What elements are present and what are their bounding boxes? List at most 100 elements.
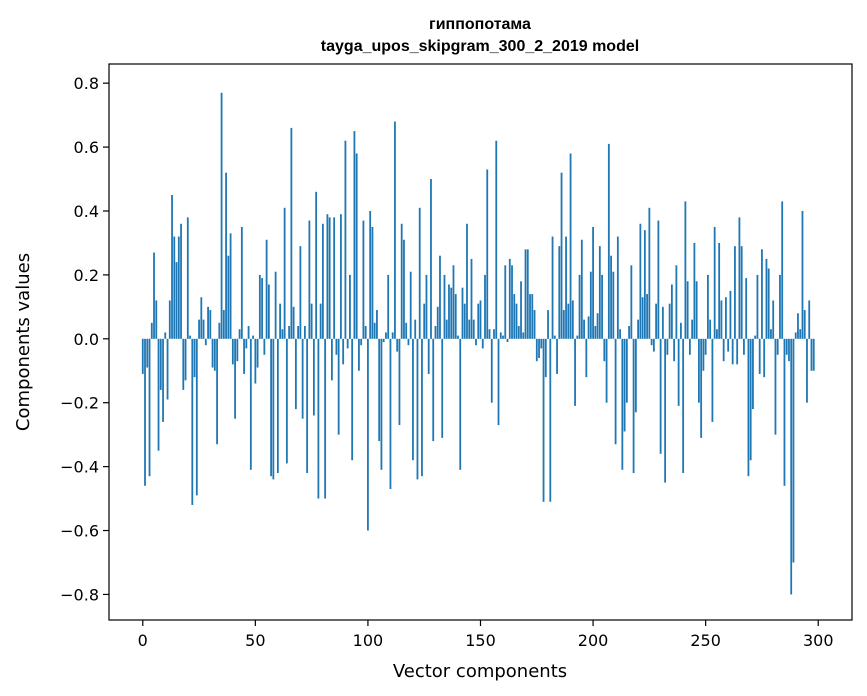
bar-65	[288, 326, 291, 339]
bar-66	[290, 127, 293, 339]
plot-background	[109, 64, 852, 620]
bar-34	[218, 322, 221, 339]
bar-162	[506, 338, 509, 342]
bar-38	[227, 255, 230, 339]
bar-164	[511, 265, 513, 339]
bar-245	[693, 242, 696, 339]
bar-46	[245, 338, 248, 349]
bar-115	[400, 223, 403, 339]
bar-28	[204, 338, 207, 346]
bar-140	[457, 335, 459, 339]
bar-117	[405, 322, 408, 339]
bar-271	[752, 338, 754, 410]
bar-22	[191, 338, 194, 505]
bar-23	[193, 338, 196, 378]
bar-237	[675, 265, 678, 339]
bar-105	[378, 338, 381, 442]
bar-159	[499, 332, 502, 339]
bar-89	[342, 338, 345, 365]
bar-258	[722, 338, 725, 362]
bar-294	[803, 310, 806, 339]
bar-61	[279, 303, 282, 339]
bar-6	[155, 300, 158, 339]
y-axis-ticks: −0.8 −0.6 −0.4 −0.2 0.0 0.2 0.4 0.6 0.8	[60, 74, 109, 604]
bar-252	[709, 319, 712, 339]
bar-56	[267, 284, 270, 339]
bar-280	[772, 300, 775, 339]
x-axis-ticks: 0 50 100 150 200 250 300	[138, 620, 834, 650]
bar-99	[364, 326, 367, 339]
y-tick-label: −0.2	[60, 394, 99, 413]
bar-215	[625, 338, 628, 403]
bar-214	[623, 338, 626, 432]
bar-96	[358, 338, 360, 371]
plot-frame	[108, 63, 853, 621]
bar-257	[720, 300, 723, 339]
bar-218	[632, 338, 635, 474]
bar-49	[252, 335, 254, 339]
bar-282	[776, 338, 779, 355]
bar-183	[553, 335, 556, 339]
bar-15	[175, 262, 178, 339]
bar-234	[668, 303, 671, 339]
bar-20	[186, 217, 189, 339]
bar-203	[598, 246, 601, 339]
bar-181	[549, 338, 552, 502]
bar-243	[688, 338, 691, 355]
bar-268	[745, 278, 748, 339]
bar-2	[146, 338, 149, 368]
bar-233	[666, 338, 669, 355]
bar-185	[558, 246, 561, 339]
bar-59	[274, 271, 277, 339]
bar-113	[396, 338, 399, 352]
bar-261	[729, 290, 732, 339]
bar-288	[790, 338, 793, 595]
bar-135	[445, 319, 448, 339]
bar-147	[472, 319, 475, 339]
bar-152	[484, 274, 486, 339]
bar-68	[294, 338, 297, 410]
bar-248	[700, 338, 703, 438]
bar-267	[743, 338, 745, 355]
bar-133	[441, 338, 444, 438]
bar-179	[544, 338, 547, 378]
bar-142	[461, 287, 464, 339]
bar-146	[470, 258, 473, 339]
bar-225	[648, 207, 651, 339]
bar-92	[349, 274, 351, 339]
bar-173	[531, 294, 534, 339]
bar-129	[432, 338, 435, 442]
bar-242	[686, 281, 689, 339]
chart-title: гиппопотама	[429, 16, 531, 33]
bar-168	[520, 281, 522, 339]
bar-25	[198, 319, 200, 339]
bar-158	[497, 338, 500, 426]
bar-193	[576, 335, 579, 339]
bar-166	[515, 303, 518, 339]
bar-1	[144, 338, 146, 486]
bar-177	[540, 338, 543, 349]
bar-86	[335, 338, 338, 355]
bar-253	[711, 338, 714, 422]
bar-194	[578, 274, 581, 339]
bar-259	[725, 297, 727, 339]
bar-30	[209, 310, 212, 339]
bar-136	[448, 284, 450, 339]
bar-167	[517, 326, 520, 339]
bar-204	[601, 274, 603, 339]
bar-281	[774, 338, 777, 435]
bar-163	[508, 258, 511, 339]
bar-114	[398, 338, 401, 426]
bar-118	[407, 338, 410, 346]
bar-33	[216, 338, 218, 445]
bar-290	[794, 332, 797, 339]
bar-130	[434, 326, 437, 339]
bar-109	[387, 274, 390, 339]
bar-42	[236, 338, 239, 362]
bar-284	[781, 201, 784, 339]
bar-85	[333, 217, 336, 339]
bar-87	[337, 338, 340, 435]
bar-171	[526, 249, 529, 339]
bar-175	[535, 338, 538, 362]
bar-102	[371, 226, 374, 339]
